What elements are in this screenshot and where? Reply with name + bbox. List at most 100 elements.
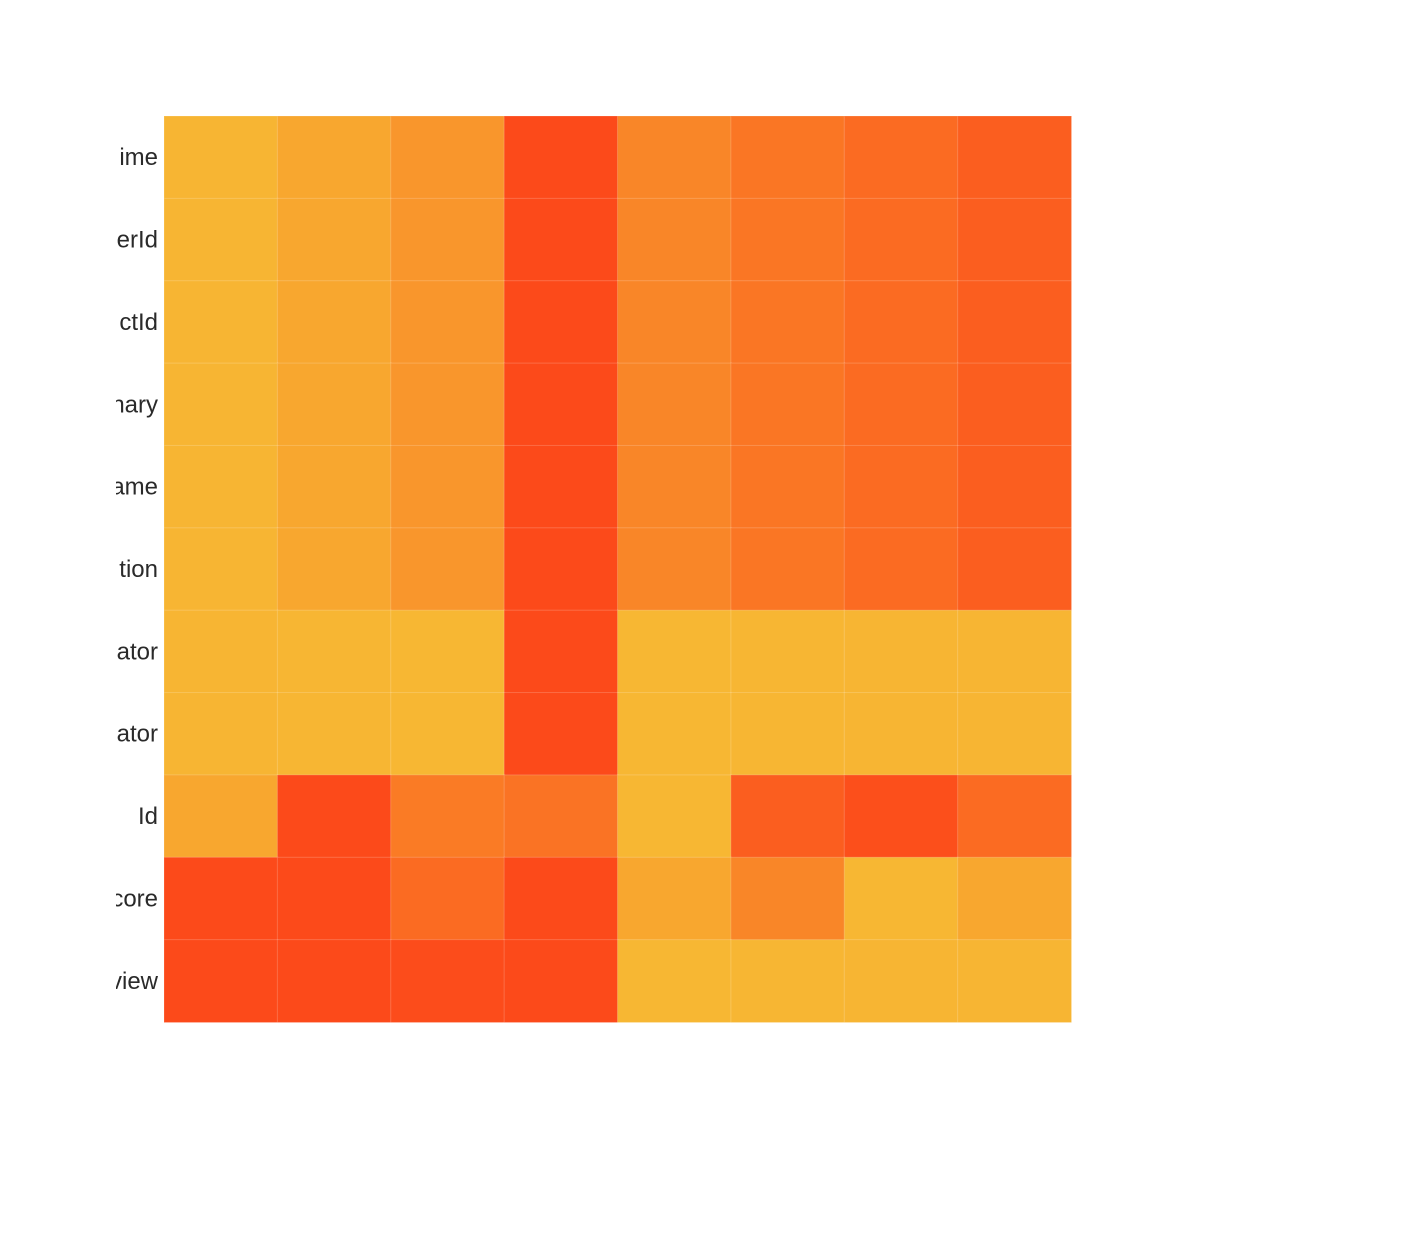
heatmap-cell-r0-c2[interactable] [390, 115, 506, 200]
heatmap-cell-r2-c3[interactable] [503, 280, 619, 365]
heatmap-cell-r7-c6[interactable] [843, 692, 959, 776]
heatmap-cell-r0-c1[interactable] [276, 115, 392, 200]
heatmap-cell-r9-c0[interactable] [163, 856, 279, 941]
heatmap-cell-r8-c6[interactable] [843, 774, 959, 859]
heatmap-cell-r4-c7[interactable] [957, 444, 1073, 529]
heatmap-cell-r5-c6[interactable] [843, 527, 959, 612]
heatmap-cell-r1-c6[interactable] [843, 197, 959, 282]
heatmap-cell-r5-c2[interactable] [390, 527, 506, 612]
heatmap-cell-r0-c7[interactable] [957, 115, 1073, 200]
heatmap-cell-r8-c0[interactable] [163, 774, 279, 859]
row-label: core [111, 885, 158, 912]
heatmap-cell-r2-c7[interactable] [957, 280, 1073, 365]
heatmap-cell-r10-c2[interactable] [390, 939, 506, 1024]
row-label: erId [117, 227, 158, 254]
heatmap-cell-r6-c0[interactable] [163, 609, 279, 694]
heatmap-cell-r6-c7[interactable] [957, 609, 1073, 694]
heatmap-cell-r2-c4[interactable] [617, 280, 732, 365]
heatmap-cell-r6-c6[interactable] [843, 609, 959, 694]
heatmap-cell-r4-c6[interactable] [843, 444, 959, 529]
heatmap-cell-r8-c3[interactable] [503, 774, 619, 859]
heatmap-cell-r10-c5[interactable] [730, 939, 846, 1024]
row-label: view [110, 968, 159, 995]
row-label: ator [117, 721, 158, 748]
heatmap-cell-r0-c5[interactable] [730, 115, 846, 200]
heatmap-cell-r9-c7[interactable] [957, 856, 1073, 941]
heatmap-cell-r6-c1[interactable] [276, 609, 392, 694]
heatmap-cell-r9-c1[interactable] [276, 856, 392, 941]
heatmap-cell-r3-c2[interactable] [390, 362, 506, 447]
heatmap-cell-r0-c3[interactable] [503, 115, 619, 200]
heatmap-cell-r8-c5[interactable] [730, 774, 846, 859]
heatmap-cell-r3-c3[interactable] [503, 362, 619, 447]
heatmap-cell-r9-c3[interactable] [503, 856, 619, 941]
row-label: tion [119, 556, 158, 583]
heatmap-cell-r9-c5[interactable] [730, 856, 846, 941]
heatmap-cell-r8-c7[interactable] [957, 774, 1073, 859]
heatmap-cell-r10-c4[interactable] [617, 939, 732, 1024]
heatmap-cell-r5-c5[interactable] [730, 527, 846, 612]
heatmap-cell-r5-c4[interactable] [617, 527, 732, 612]
heatmap-cell-r6-c2[interactable] [390, 609, 506, 694]
heatmap-cell-r1-c7[interactable] [957, 197, 1073, 282]
heatmap-cell-r4-c1[interactable] [276, 444, 392, 529]
heatmap-cell-r6-c4[interactable] [617, 609, 732, 694]
heatmap-cell-r8-c1[interactable] [276, 774, 392, 859]
heatmap-cell-r4-c0[interactable] [163, 444, 279, 529]
heatmap-cell-r10-c3[interactable] [503, 939, 619, 1024]
heatmap-cell-r4-c4[interactable] [617, 444, 732, 529]
heatmap-cell-r3-c4[interactable] [617, 362, 732, 447]
heatmap-cell-r6-c3[interactable] [503, 609, 619, 694]
heatmap-cell-r2-c6[interactable] [843, 280, 959, 365]
heatmap-cells [163, 115, 1073, 1024]
heatmap-cell-r7-c0[interactable] [163, 692, 279, 776]
heatmap-cell-r7-c1[interactable] [276, 692, 392, 776]
heatmap-cell-r7-c5[interactable] [730, 692, 846, 776]
heatmap-cell-r4-c5[interactable] [730, 444, 846, 529]
heatmap-cell-r5-c3[interactable] [503, 527, 619, 612]
heatmap-cell-r2-c0[interactable] [163, 280, 279, 365]
row-label: ime [119, 144, 158, 171]
heatmap-cell-r9-c6[interactable] [843, 856, 959, 941]
heatmap-cell-r3-c1[interactable] [276, 362, 392, 447]
heatmap-cell-r2-c2[interactable] [390, 280, 506, 365]
heatmap-cell-r3-c5[interactable] [730, 362, 846, 447]
heatmap-cell-r2-c1[interactable] [276, 280, 392, 365]
heatmap-cell-r8-c4[interactable] [617, 774, 732, 859]
heatmap-cell-r3-c6[interactable] [843, 362, 959, 447]
heatmap-cell-r7-c4[interactable] [617, 692, 732, 776]
row-label: nary [111, 391, 158, 418]
heatmap-cell-r1-c4[interactable] [617, 197, 732, 282]
heatmap-cell-r2-c5[interactable] [730, 280, 846, 365]
heatmap-cell-r0-c6[interactable] [843, 115, 959, 200]
heatmap-cell-r0-c0[interactable] [163, 115, 279, 200]
heatmap-cell-r5-c7[interactable] [957, 527, 1073, 612]
heatmap-cell-r10-c1[interactable] [276, 939, 392, 1024]
heatmap-cell-r1-c1[interactable] [276, 197, 392, 282]
heatmap-cell-r5-c0[interactable] [163, 527, 279, 612]
heatmap-cell-r7-c3[interactable] [503, 692, 619, 776]
heatmap-cell-r7-c2[interactable] [390, 692, 506, 776]
heatmap-cell-r3-c7[interactable] [957, 362, 1073, 447]
heatmap-cell-r7-c7[interactable] [957, 692, 1073, 776]
heatmap-cell-r4-c3[interactable] [503, 444, 619, 529]
heatmap-cell-r1-c5[interactable] [730, 197, 846, 282]
row-label: Id [138, 803, 158, 830]
heatmap-cell-r9-c2[interactable] [390, 856, 506, 941]
heatmap-cell-r3-c0[interactable] [163, 362, 279, 447]
heatmap-cell-r10-c6[interactable] [843, 939, 959, 1024]
heatmap-cell-r1-c0[interactable] [163, 197, 279, 282]
heatmap-cell-r5-c1[interactable] [276, 527, 392, 612]
heatmap-cell-r10-c0[interactable] [163, 939, 279, 1024]
row-label: ctId [119, 309, 158, 336]
heatmap-cell-r6-c5[interactable] [730, 609, 846, 694]
heatmap-cell-r10-c7[interactable] [957, 939, 1073, 1024]
heatmap-cell-r8-c2[interactable] [390, 774, 506, 859]
heatmap-cell-r9-c4[interactable] [617, 856, 732, 941]
heatmap-cell-r0-c4[interactable] [617, 115, 732, 200]
row-label: ator [117, 638, 158, 665]
heatmap-cell-r4-c2[interactable] [390, 444, 506, 529]
heatmap-cell-r1-c2[interactable] [390, 197, 506, 282]
heatmap-cell-r1-c3[interactable] [503, 197, 619, 282]
